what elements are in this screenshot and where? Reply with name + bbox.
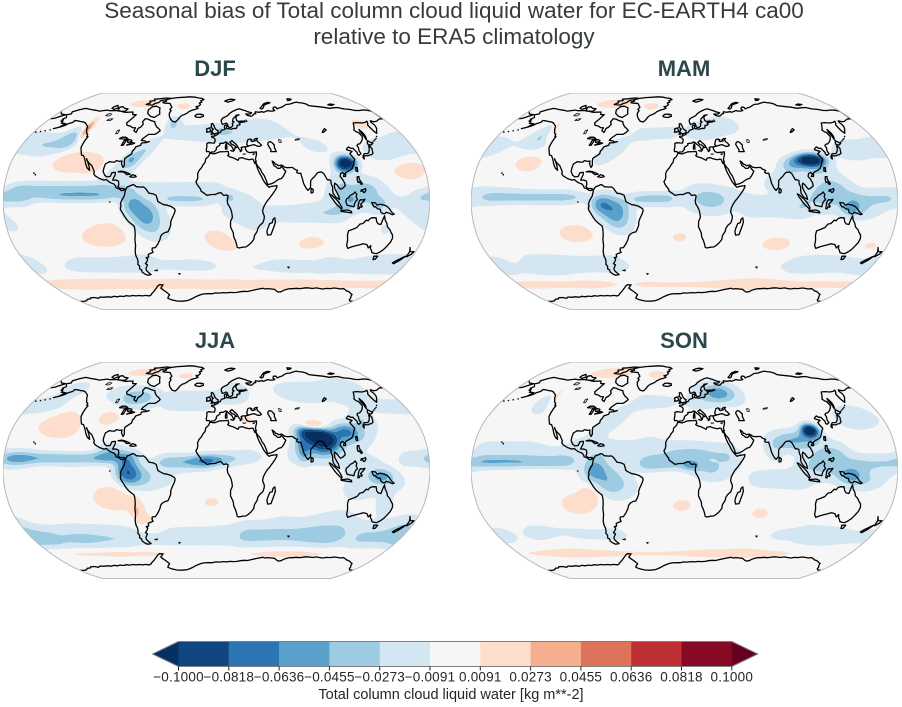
svg-text:0.0455: 0.0455 <box>560 670 603 685</box>
svg-text:−0.0273: −0.0273 <box>354 670 405 685</box>
svg-text:−0.0636: −0.0636 <box>254 670 305 685</box>
svg-text:0.0273: 0.0273 <box>509 670 552 685</box>
svg-text:−0.0818: −0.0818 <box>204 670 255 685</box>
svg-text:−0.0455: −0.0455 <box>304 670 355 685</box>
svg-text:0.1000: 0.1000 <box>711 670 754 685</box>
svg-text:−0.1000: −0.1000 <box>153 670 204 685</box>
svg-text:−0.0091: −0.0091 <box>405 670 456 685</box>
svg-text:0.0818: 0.0818 <box>660 670 703 685</box>
svg-text:0.0636: 0.0636 <box>610 670 653 685</box>
svg-text:Total column cloud liquid wate: Total column cloud liquid water [kg m**-… <box>318 687 583 703</box>
svg-text:0.0091: 0.0091 <box>459 670 502 685</box>
